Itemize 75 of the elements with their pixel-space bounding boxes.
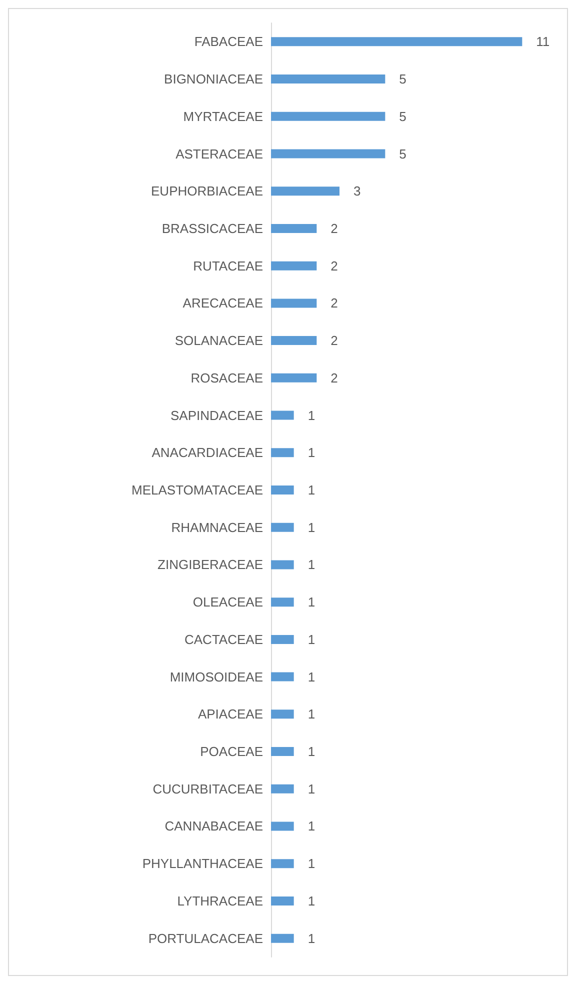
- bar: [271, 149, 386, 158]
- y-tick-label: ANACARDIACEAE: [152, 445, 264, 460]
- data-label: 5: [399, 108, 406, 124]
- data-label: 2: [330, 333, 338, 348]
- y-tick-label: MYRTACEAE: [183, 108, 264, 124]
- data-label: 2: [330, 370, 338, 386]
- y-tick-label: RUTACEAE: [193, 258, 264, 274]
- bar: [271, 896, 294, 906]
- bar: [271, 74, 386, 84]
- y-tick-label: ARECACEAE: [182, 296, 264, 311]
- data-label: 1: [308, 930, 316, 946]
- data-label: 1: [308, 594, 316, 610]
- y-tick-label: BIGNONIACEAE: [164, 72, 264, 87]
- data-label: 2: [330, 258, 338, 274]
- bar: [271, 448, 294, 458]
- data-label: 3: [354, 184, 361, 199]
- data-label: 1: [308, 632, 316, 647]
- y-tick-label: CACTACEAE: [184, 632, 264, 647]
- y-tick-label: BRASSICACEAE: [162, 220, 264, 236]
- y-tick-label: MELASTOMATACEAE: [132, 482, 264, 498]
- data-label: 1: [308, 781, 316, 796]
- bar: [271, 112, 386, 121]
- data-label: 1: [308, 669, 316, 684]
- data-label: 1: [308, 520, 316, 535]
- y-tick-label: OLEACEAE: [192, 594, 264, 610]
- bar: [271, 486, 294, 494]
- y-tick-label: CUCURBITACEAE: [152, 781, 264, 796]
- data-label: 2: [330, 220, 338, 236]
- bar: [271, 598, 294, 607]
- y-tick-label: APIACEAE: [198, 706, 264, 722]
- bar: [271, 747, 294, 756]
- data-label: 2: [330, 296, 338, 311]
- y-tick-label: MIMOSOIDEAE: [170, 669, 264, 684]
- y-tick-label: RHAMNACEAE: [171, 520, 264, 535]
- data-label: 1: [308, 445, 316, 460]
- data-label: 1: [308, 408, 316, 423]
- y-tick-label: ASTERACEAE: [176, 146, 264, 162]
- y-tick-label: PHYLLANTHACEAE: [142, 856, 264, 872]
- data-label: 5: [399, 146, 406, 162]
- data-label: 1: [308, 482, 316, 498]
- bar: [271, 410, 294, 420]
- bar: [271, 336, 317, 346]
- y-tick-label: PORTULACACEAE: [148, 930, 264, 946]
- bar: [271, 672, 294, 682]
- y-tick-label: SAPINDACEAE: [170, 408, 264, 423]
- bar: [271, 261, 317, 270]
- y-tick-label: FABACEAE: [194, 34, 264, 50]
- bar: [271, 934, 294, 943]
- data-label: 11: [536, 34, 550, 50]
- bar: [271, 822, 294, 831]
- bar: [271, 522, 294, 532]
- bar: [271, 224, 317, 233]
- y-tick-label: ROSACEAE: [190, 370, 264, 386]
- data-label: 1: [308, 893, 316, 908]
- data-label: 1: [308, 818, 316, 834]
- y-tick-label: SOLANACEAE: [174, 333, 264, 348]
- data-label: 5: [399, 72, 406, 87]
- bar: [271, 859, 294, 868]
- y-tick-label: POACEAE: [200, 744, 264, 760]
- data-label: 1: [308, 557, 316, 572]
- bar: [271, 634, 294, 644]
- data-label: 1: [308, 706, 316, 722]
- bar: [271, 560, 294, 570]
- y-tick-label: CANNABACEAE: [164, 818, 264, 834]
- bar: [271, 37, 522, 46]
- bar: [271, 186, 340, 196]
- bar: [271, 298, 317, 308]
- y-tick-label: LYTHRACEAE: [177, 893, 264, 908]
- data-label: 1: [308, 744, 316, 760]
- bar: [271, 710, 294, 719]
- y-tick-label: EUPHORBIACEAE: [151, 184, 264, 199]
- bar: [271, 784, 294, 794]
- y-tick-label: ZINGIBERACEAE: [158, 557, 264, 572]
- bar: [271, 373, 317, 382]
- data-label: 1: [308, 856, 316, 872]
